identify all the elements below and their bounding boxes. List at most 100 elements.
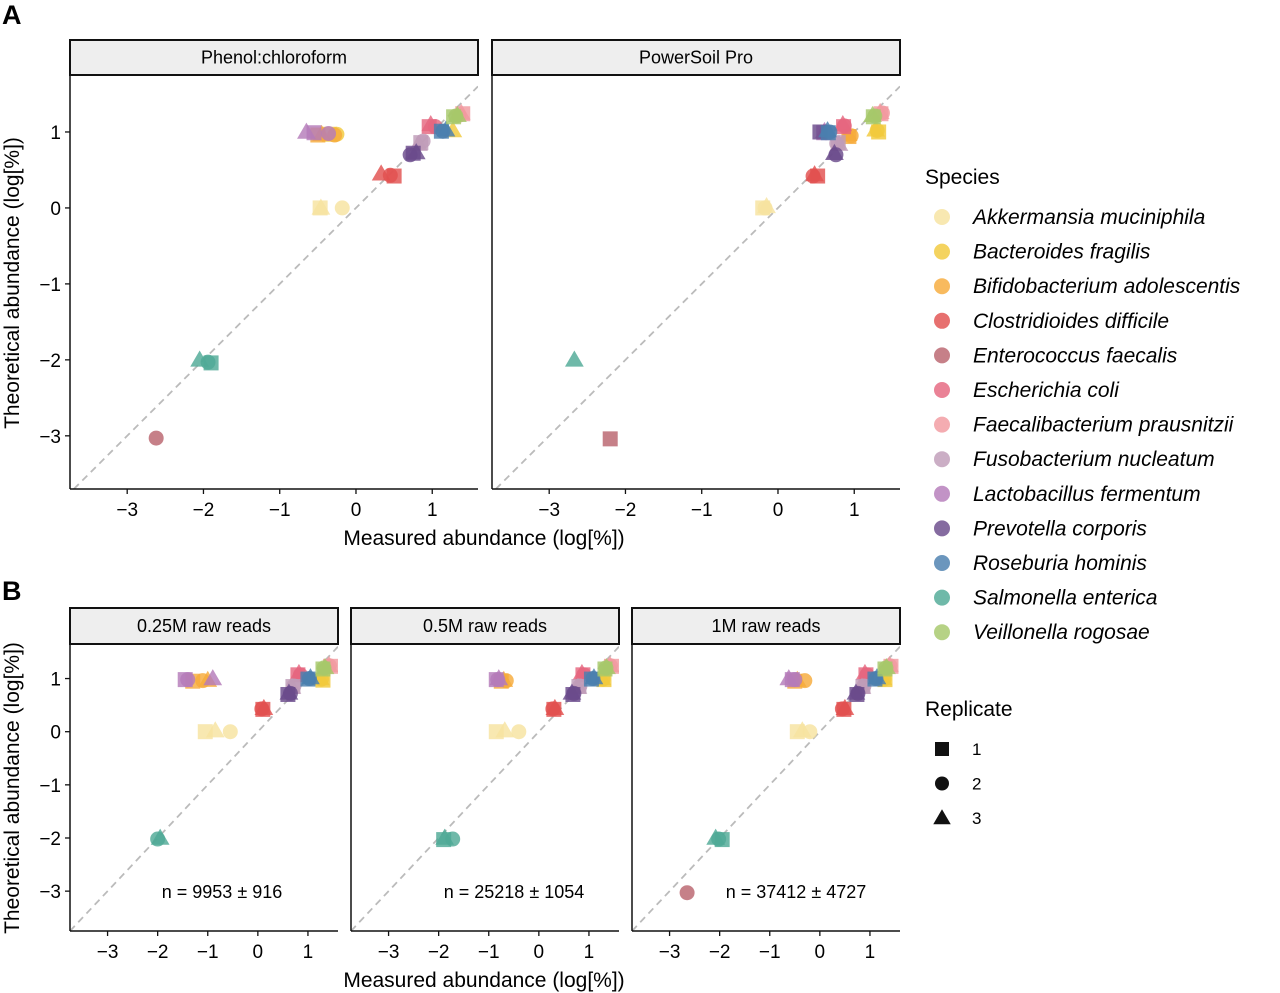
- data-point-akkermansia-muciniphila-rep2: Akkermansia muciniphila (rep 2): -0.4, 0: [511, 724, 527, 740]
- legend-item-bacteroides-fragilis: Bacteroides fragilis: [934, 241, 1151, 264]
- data-points: Akkermansia muciniphila (rep 1): -0.2, 0…: [564, 102, 890, 447]
- legend-label: Fusobacterium nucleatum: [973, 448, 1215, 471]
- legend-replicate-2: 2: [935, 775, 981, 794]
- data-point-akkermansia-muciniphila-rep3: Akkermansia muciniphila (rep 3): -0.35, …: [792, 721, 812, 738]
- data-point-veillonella-rogosae-rep3: Veillonella rogosae (rep 3): 1.35, 1.21: [597, 658, 616, 675]
- y-tick-label: −3: [39, 882, 61, 903]
- legend-key-escherichia-coli: [934, 382, 950, 398]
- facet-strip-label: Phenol:chloroform: [201, 48, 347, 68]
- y-tick-label: −2: [39, 829, 61, 850]
- panel-a-y-axis-title: Theoretical abundance (log[%]): [1, 137, 24, 429]
- facet-strip: [69, 39, 479, 76]
- legend-replicate-3: 3: [933, 809, 981, 828]
- legend-key-akkermansia-muciniphila: [934, 209, 950, 225]
- data-point-clostridioides-difficile-rep3: Clostridioides difficile (rep 3): 0.12, …: [254, 698, 274, 716]
- legend-label: Faecalibacterium prausnitzii: [973, 414, 1235, 437]
- legend-key-square: [935, 742, 949, 756]
- data-points: Akkermansia muciniphila (rep 1): -0.85, …: [435, 655, 619, 848]
- facet-0-5m-raw-reads: 0.5M raw reads −3 −2 −1 0 1 Akkermansia mucini…: [350, 607, 620, 963]
- data-point-bacteroides-fragilis-rep3: Bacteroides fragilis (rep 3): 1.28, 1.03: [866, 120, 885, 137]
- data-point-akkermansia-muciniphila-rep2: Akkermansia muciniphila (rep 2): -0.18, …: [334, 200, 350, 216]
- x-tick-label: −3: [116, 500, 138, 521]
- facet-0-25m-raw-reads: 0.25M raw reads −3 −2 −1 0 1 −3 −2 −1 0 1 Akkermans…: [39, 607, 339, 963]
- data-point-prevotella-corporis-rep3: Prevotella corporis (rep 3): 0.66, 0.73: [562, 683, 582, 700]
- x-tick-label: −2: [615, 500, 637, 521]
- x-tick-label: −3: [378, 942, 400, 963]
- facet-panels: Phenol:chloroform −3 −2 −1 0 1 −3 −2 −1 0 1 Akkerma…: [39, 39, 901, 963]
- legend-item-lactobacillus-fermentum: Lactobacillus fermentum: [934, 483, 1201, 506]
- x-tick-label: 0: [351, 500, 362, 521]
- legend-replicate-list: 1 2 3: [933, 740, 981, 828]
- legend-key-enterococcus-faecalis: [934, 347, 950, 364]
- facet-strip-label: 1M raw reads: [711, 616, 820, 636]
- x-tick-label: −1: [197, 942, 219, 963]
- x-tick-label: −2: [147, 942, 169, 963]
- x-tick-label: 1: [427, 500, 438, 521]
- data-point-akkermansia-muciniphila-rep3: Akkermansia muciniphila (rep 3): -0.68, …: [495, 721, 515, 738]
- x-tick-label: −1: [691, 500, 713, 521]
- legend-label: Akkermansia muciniphila: [971, 206, 1205, 229]
- y-tick-label: 0: [50, 199, 61, 220]
- legend-item-veillonella-rogosae: Veillonella rogosae: [934, 621, 1150, 644]
- legend-replicate-title: Replicate: [925, 698, 1013, 721]
- data-point-lactobacillus-fermentum-rep3: Lactobacillus fermentum (rep 3): -0.65, …: [297, 122, 316, 139]
- x-tick-label: −3: [538, 500, 560, 521]
- x-tick-label: 1: [865, 942, 876, 963]
- data-point-roseburia-hominis-rep3: Roseburia hominis (rep 3): 0.65, 1.02: [818, 121, 837, 138]
- legend-key-bifidobacterium-adolescentis: [934, 278, 950, 295]
- data-points: Akkermansia muciniphila (rep 1): -0.47, …: [148, 103, 471, 446]
- legend-label: Bifidobacterium adolescentis: [973, 275, 1241, 298]
- legend-label: Salmonella enterica: [973, 587, 1157, 610]
- legend-item-fusobacterium-nucleatum: Fusobacterium nucleatum: [934, 448, 1215, 471]
- data-point-prevotella-corporis-rep3: Prevotella corporis (rep 3): 0.79, 0.73: [406, 143, 426, 160]
- x-tick-label: 1: [584, 942, 595, 963]
- y-tick-label: −3: [39, 427, 61, 448]
- legend-label: Enterococcus faecalis: [973, 344, 1178, 367]
- facet-1m-raw-reads: 1M raw reads −3 −2 −1 0 1 Akkermansia muciniph…: [631, 607, 901, 963]
- data-point-lactobacillus-fermentum-rep3: Lactobacillus fermentum (rep 3): -0.62, …: [779, 669, 799, 686]
- y-tick-label: 0: [50, 723, 61, 744]
- facet-strip-label: PowerSoil Pro: [639, 48, 753, 68]
- data-point-roseburia-hominis-rep3: Roseburia hominis (rep 3): 1.18, 1.03: [436, 120, 456, 137]
- data-points: Akkermansia muciniphila (rep 1): -0.45, …: [679, 655, 899, 901]
- data-point-prevotella-corporis-rep3: Prevotella corporis (rep 3): 0.62, 0.73: [279, 683, 299, 700]
- legend-item-clostridioides-difficile: Clostridioides difficile: [934, 310, 1169, 333]
- data-point-lactobacillus-fermentum-rep2: Lactobacillus fermentum (rep 2): -0.36, …: [321, 125, 337, 141]
- legend-label: 2: [972, 775, 981, 794]
- panel-b-x-axis-title: Measured abundance (log[%]): [343, 969, 624, 992]
- x-tick-label: −2: [709, 942, 731, 963]
- y-tick-label: 1: [50, 670, 61, 691]
- read-count-annotation: n = 25218 ± 1054: [444, 882, 585, 902]
- facet-strip-label: 0.25M raw reads: [137, 616, 271, 636]
- data-point-lactobacillus-fermentum-rep2: Lactobacillus fermentum (rep 2): -1.4, 0…: [180, 672, 196, 688]
- legend-key-triangle: [933, 809, 951, 825]
- legend-label: Prevotella corporis: [973, 517, 1147, 540]
- legend-species-list: Akkermansia muciniphila Bacteroides fragi…: [934, 206, 1241, 644]
- data-point-prevotella-corporis-rep3: Prevotella corporis (rep 3): 0.72, 0.73: [846, 683, 866, 700]
- legend-label: Veillonella rogosae: [973, 621, 1150, 644]
- x-tick-label: 1: [849, 500, 860, 521]
- data-point-roseburia-hominis-rep3: Roseburia hominis (rep 3): 1.14, 1.02: [867, 668, 887, 685]
- data-point-veillonella-rogosae-rep3: Veillonella rogosae (rep 3): 1.33, 1.22: [448, 105, 467, 123]
- data-point-lactobacillus-fermentum-rep3: Lactobacillus fermentum (rep 3): -0.9, 1: [203, 669, 223, 686]
- legend-key-bacteroides-fragilis: [934, 243, 950, 260]
- panel-a-x-axis-title: Measured abundance (log[%]): [343, 527, 624, 550]
- data-point-veillonella-rogosae-rep3: Veillonella rogosae (rep 3): 1.34, 1.21: [315, 658, 335, 675]
- x-tick-label: −1: [478, 942, 500, 963]
- legend-key-roseburia-hominis: [934, 555, 950, 571]
- data-point-clostridioides-difficile-rep3: Clostridioides difficile (rep 3): 0.48, …: [805, 165, 824, 182]
- data-point-prevotella-corporis-rep3: Prevotella corporis (rep 3): 0.74, 0.72: [825, 143, 844, 160]
- legend-item-roseburia-hominis: Roseburia hominis: [934, 552, 1147, 575]
- legend-item-enterococcus-faecalis: Enterococcus faecalis: [934, 344, 1178, 367]
- legend-key-salmonella-enterica: [934, 589, 950, 606]
- legend-replicate-1: 1: [935, 740, 981, 759]
- legend-species-title: Species: [925, 166, 1000, 189]
- data-point-escherichia-coli-rep3: Escherichia coli (rep 3): 0.85, 1.1: [833, 115, 853, 132]
- legend-item-salmonella-enterica: Salmonella enterica: [934, 587, 1157, 610]
- legend-item-prevotella-corporis: Prevotella corporis: [934, 517, 1147, 540]
- data-point-akkermansia-muciniphila-rep3: Akkermansia muciniphila (rep 3): -0.15, …: [757, 197, 776, 214]
- legend-label: Clostridioides difficile: [973, 310, 1169, 333]
- legend-key-circle: [935, 776, 949, 791]
- data-point-salmonella-enterica-rep3: Salmonella enterica (rep 3): -2.08, -2: [706, 828, 726, 845]
